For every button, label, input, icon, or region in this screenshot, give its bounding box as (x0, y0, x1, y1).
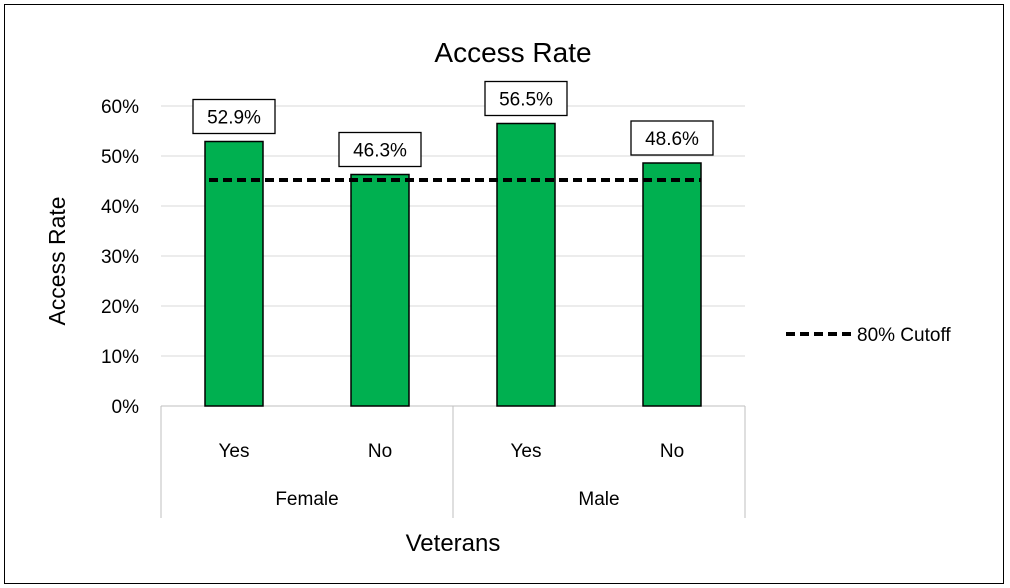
x-axis-categories: Yes No Yes No Female Male (160, 406, 746, 518)
bar (350, 173, 410, 407)
data-label-box (192, 98, 276, 135)
legend-cutoff-label: 80% Cutoff (857, 325, 951, 346)
y-tick-label: 30% (101, 247, 139, 268)
data-label: 46.3% (353, 141, 407, 162)
x-axis-title: Veterans (406, 530, 501, 557)
x-group-label: Male (578, 489, 619, 510)
y-tick-label: 60% (101, 97, 139, 118)
x-category-label: Yes (511, 441, 542, 462)
bar-data-labels: 52.9% 46.3% 56.5% 48.6% (192, 80, 714, 168)
bars (204, 122, 702, 407)
x-category-label: No (368, 441, 392, 462)
data-label-box (338, 131, 422, 168)
y-tick-label: 40% (101, 197, 139, 218)
y-tick-label: 10% (101, 347, 139, 368)
data-label: 56.5% (499, 90, 553, 111)
chart-frame: Access Rate Access Rate Veterans 0% 10% 20… (4, 4, 1004, 584)
bar (204, 140, 264, 407)
data-label: 52.9% (207, 108, 261, 129)
chart-title: Access Rate (434, 37, 591, 68)
data-label-box (630, 120, 714, 156)
bar (496, 122, 556, 407)
y-tick-label: 0% (112, 397, 140, 418)
data-label-box (484, 80, 568, 117)
y-tick-label: 50% (101, 147, 139, 168)
y-axis-ticks: 0% 10% 20% 30% 40% 50% 60% (101, 97, 139, 418)
bar (642, 162, 702, 407)
data-label: 48.6% (645, 129, 699, 150)
x-category-label: No (660, 441, 684, 462)
y-axis-title: Access Rate (44, 196, 70, 325)
x-category-label: Yes (219, 441, 250, 462)
x-group-label: Female (275, 489, 338, 510)
legend: 80% Cutoff (786, 325, 951, 346)
access-rate-chart: Access Rate Access Rate Veterans 0% 10% 20… (44, 37, 951, 557)
y-tick-label: 20% (101, 297, 139, 318)
